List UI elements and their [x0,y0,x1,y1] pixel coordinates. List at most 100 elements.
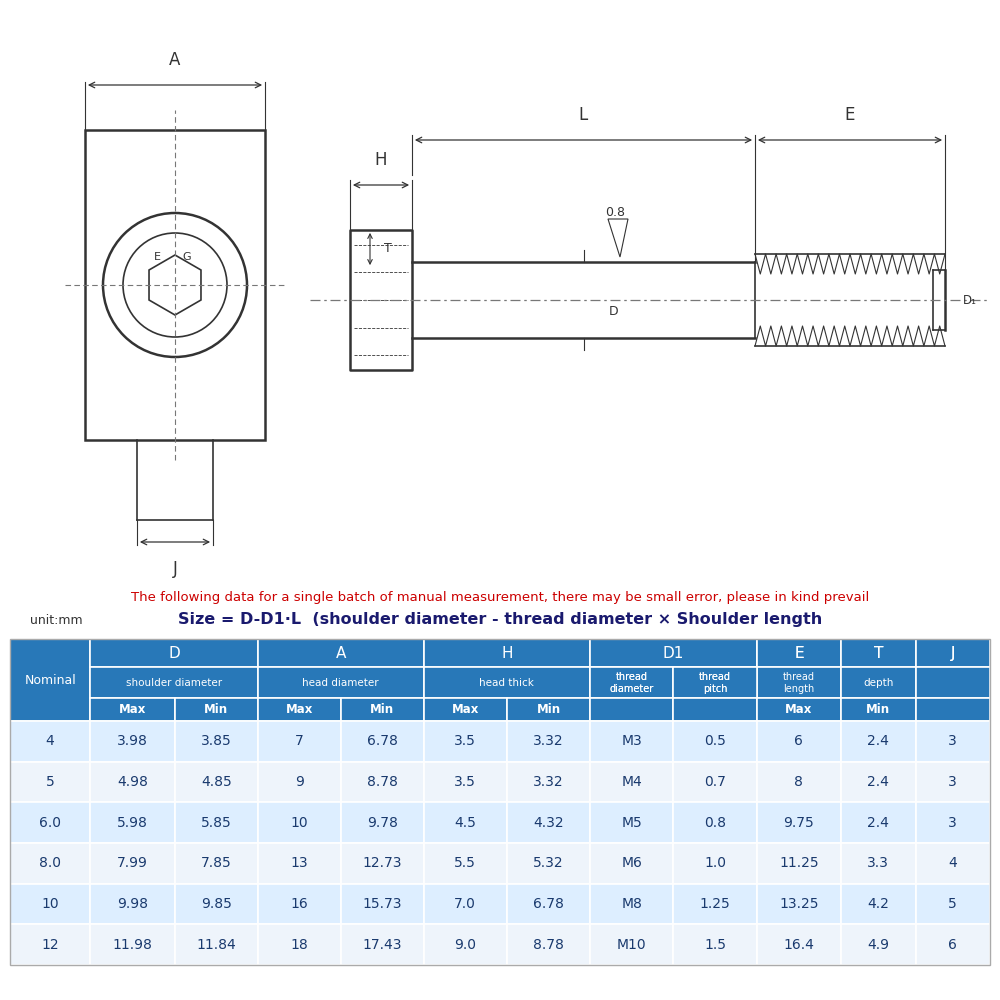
Bar [757,884,841,924]
Text: 3.32: 3.32 [533,734,564,748]
Text: 9.75: 9.75 [784,816,814,830]
Text: 4.85: 4.85 [201,775,232,789]
Bar [757,721,841,762]
Bar [916,884,990,924]
Text: 2.4: 2.4 [867,734,889,748]
Text: 5.5: 5.5 [454,856,476,870]
Text: 4.2: 4.2 [867,897,889,911]
Bar [341,802,424,843]
Text: 7.0: 7.0 [454,897,476,911]
Text: The following data for a single batch of manual measurement, there may be small : The following data for a single batch of… [131,591,869,604]
Text: 1.0: 1.0 [704,856,726,870]
Text: 0.7: 0.7 [704,775,726,789]
Text: 3.5: 3.5 [454,775,476,789]
Text: 3.32: 3.32 [533,775,564,789]
Text: 3.98: 3.98 [117,734,148,748]
Text: J: J [951,646,955,661]
Bar [258,843,341,884]
Text: E: E [794,646,804,661]
Text: 0.8: 0.8 [605,206,625,219]
Bar [590,721,673,762]
Bar [916,721,990,762]
Text: 10: 10 [41,897,59,911]
Text: 7: 7 [295,734,304,748]
Bar [673,667,757,698]
Bar [175,884,258,924]
Bar [673,762,757,802]
Bar [673,843,757,884]
Text: 5.85: 5.85 [201,816,232,830]
Text: 6.78: 6.78 [367,734,398,748]
Bar [341,762,424,802]
Bar [341,843,424,884]
Bar [175,843,258,884]
Text: Min: Min [204,703,228,716]
Bar [90,762,175,802]
Bar [175,802,258,843]
Text: Min: Min [536,703,561,716]
Bar [757,762,841,802]
Text: E: E [794,646,804,661]
Text: 6.78: 6.78 [533,897,564,911]
Text: M8: M8 [621,897,642,911]
Bar [841,667,916,698]
Text: Max: Max [119,703,146,716]
Text: 3: 3 [948,775,957,789]
Text: Min: Min [866,703,890,716]
Bar [590,667,673,698]
Bar [507,802,590,843]
Text: D: D [609,305,618,318]
Text: head diameter: head diameter [302,678,379,688]
Bar [90,884,175,924]
Bar [757,639,841,667]
Bar [258,721,341,762]
Bar [341,721,424,762]
Text: thread
length: thread length [783,672,815,694]
Bar [507,762,590,802]
Text: 3.3: 3.3 [867,856,889,870]
Text: 6: 6 [794,734,803,748]
Text: 6: 6 [948,938,957,952]
Text: 8.78: 8.78 [367,775,398,789]
Bar [258,698,341,721]
Text: 13.25: 13.25 [779,897,819,911]
Bar [507,843,590,884]
Text: T: T [874,646,883,661]
Text: 0.8: 0.8 [704,816,726,830]
Text: 8.0: 8.0 [39,856,61,870]
Text: 15.73: 15.73 [363,897,402,911]
Bar [10,924,90,965]
Bar [10,639,990,965]
Bar [90,698,175,721]
Bar [10,762,90,802]
Text: 13: 13 [291,856,308,870]
Text: 4: 4 [46,734,55,748]
Bar [258,762,341,802]
Bar [10,843,90,884]
Text: Nominal: Nominal [24,674,76,687]
Text: 9.0: 9.0 [454,938,476,952]
Text: head thick: head thick [479,678,534,688]
Bar [175,721,258,762]
Text: shoulder diameter: shoulder diameter [126,678,222,688]
Bar [916,802,990,843]
Bar [424,843,507,884]
Bar [507,884,590,924]
Bar [841,639,916,667]
Text: Max: Max [286,703,313,716]
Bar [590,802,673,843]
Bar [841,639,916,667]
Text: 5: 5 [948,897,957,911]
Text: M4: M4 [621,775,642,789]
Bar [424,721,507,762]
Bar [258,639,424,667]
Bar [757,639,841,667]
Text: 1.25: 1.25 [700,897,730,911]
Text: thread
pitch: thread pitch [699,672,731,694]
Text: E: E [154,252,160,262]
Bar [841,721,916,762]
Bar [175,698,258,721]
Text: 9.85: 9.85 [201,897,232,911]
Text: T: T [384,242,392,255]
Text: 7.99: 7.99 [117,856,148,870]
